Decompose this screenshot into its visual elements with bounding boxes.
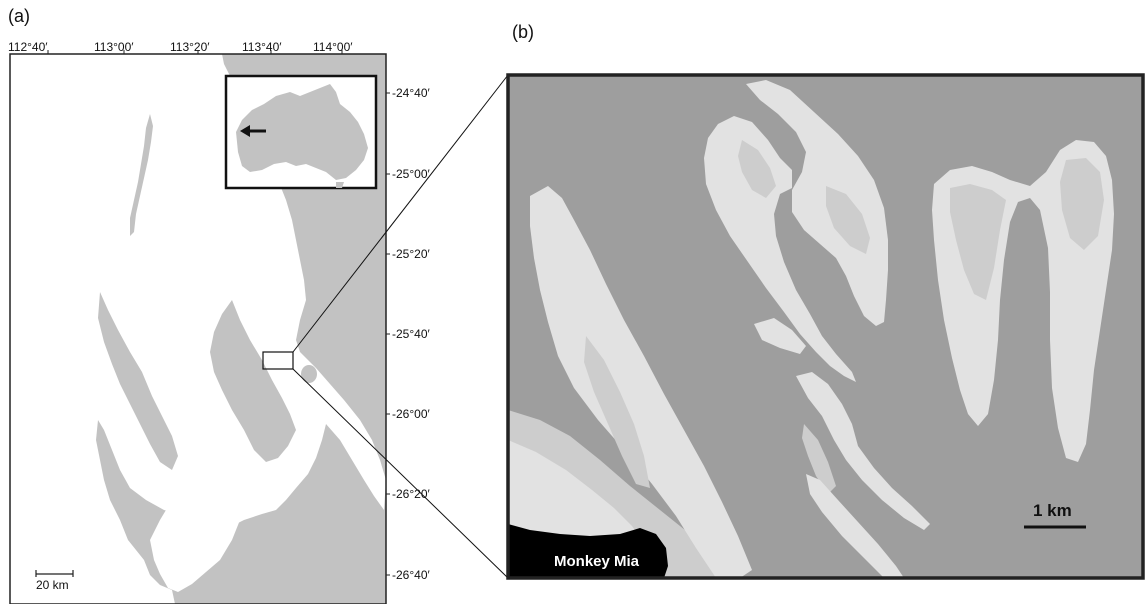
place-label-monkey-mia: Monkey Mia — [554, 553, 640, 570]
latitude-tick: -25°40′ — [392, 327, 430, 341]
scale-bar-b-label: 1 km — [1033, 501, 1072, 520]
panel-b-label: (b) — [512, 22, 534, 42]
latitude-tick: -25°00′ — [392, 167, 430, 181]
australia-shape — [236, 84, 368, 180]
connector-line-top — [292, 74, 509, 353]
seagrass-bank-upper — [746, 80, 888, 326]
connector-line-bottom — [292, 368, 509, 579]
map-b-frame — [506, 73, 1145, 580]
tasmania-shape — [336, 182, 344, 188]
longitude-tick: 112°40′ — [8, 40, 48, 54]
longitude-tick: 113°40′ — [242, 40, 282, 54]
seagrass-bank-narrow — [796, 372, 930, 530]
western-peninsula — [98, 292, 178, 470]
seagrass-bank-lower — [806, 474, 904, 578]
small-island — [212, 338, 220, 350]
seagrass-bank-central-mid — [738, 140, 776, 198]
seagrass-bank-small — [754, 318, 806, 354]
latitude-tick: -26°20′ — [392, 487, 430, 501]
map-a: 20 km — [9, 50, 390, 604]
inset-australia — [224, 74, 378, 190]
map-b: 1 km Monkey Mia — [506, 73, 1145, 580]
monkey-mia-land — [508, 524, 668, 578]
seagrass-bank-large-shallow — [508, 440, 646, 546]
seagrass-bank-upper-mid — [826, 186, 870, 254]
scale-bar-a-label: 20 km — [36, 578, 69, 592]
seagrass-bank-horseshoe-mid-right — [1060, 158, 1104, 250]
longitude-tick: 114°00′ — [313, 40, 353, 54]
mainland-coast — [96, 54, 386, 604]
seagrass-bank-diagonal — [530, 186, 752, 578]
inlet-a — [150, 440, 240, 592]
seagrass-bank-diagonal-mid — [584, 336, 650, 488]
seagrass-bank-narrow-mid — [802, 424, 836, 494]
study-area-box — [262, 351, 294, 370]
dirk-hartog-island — [130, 114, 153, 236]
longitude-tick: 113°20′ — [170, 40, 210, 54]
arrow-icon — [240, 125, 266, 137]
seagrass-bank-horseshoe-mid-left — [950, 184, 1006, 300]
scale-bar-a — [35, 570, 74, 577]
inlet-b — [274, 400, 318, 478]
panel-a-label: (a) — [8, 6, 30, 26]
latitude-tick: -26°40′ — [392, 568, 430, 582]
map-a-ticks — [47, 50, 390, 576]
latitude-tick: -26°00′ — [392, 407, 430, 421]
latitude-tick: -24°40′ — [392, 86, 430, 100]
latitude-tick: -25°20′ — [392, 247, 430, 261]
small-island — [301, 365, 317, 383]
peron-peninsula — [210, 300, 296, 462]
seagrass-bank-central — [704, 116, 856, 382]
